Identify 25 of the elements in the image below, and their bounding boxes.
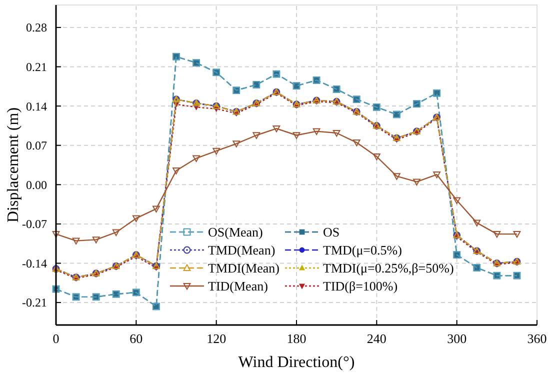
legend-label: TID(Mean)	[208, 278, 268, 294]
y-tick-label: 0.21	[26, 60, 47, 74]
x-tick-label: 300	[447, 331, 467, 346]
y-axis-title: Displacement (m)	[5, 107, 22, 223]
legend-label: TMD(μ=0.5%)	[323, 242, 402, 258]
legend-label: TMDI(μ=0.25%,β=50%)	[323, 260, 454, 276]
legend-label: TID(β=100%)	[323, 278, 398, 294]
legend-label: OS	[323, 224, 340, 240]
x-tick-label: 120	[206, 331, 226, 346]
y-tick-label: 0.14	[26, 99, 47, 114]
y-tick-label: 0.28	[26, 20, 47, 35]
y-tick-label: 0.00	[26, 178, 47, 192]
x-tick-label: 360	[527, 331, 547, 346]
x-axis-title: Wind Direction(°)	[238, 354, 355, 371]
y-tick-label: -0.07	[22, 217, 47, 232]
y-tick-label: 0.07	[26, 138, 47, 153]
x-tick-label: 180	[286, 331, 306, 346]
y-tick-label: -0.14	[22, 256, 47, 270]
legend-label: TMD(Mean)	[208, 242, 276, 258]
y-tick-label: -0.21	[22, 296, 47, 310]
legend-label: OS(Mean)	[208, 224, 263, 240]
legend-label: TMDI(Mean)	[208, 260, 280, 276]
x-tick-label: 0	[52, 331, 60, 346]
x-tick-label: 240	[366, 331, 386, 346]
x-tick-label: 60	[130, 331, 143, 346]
